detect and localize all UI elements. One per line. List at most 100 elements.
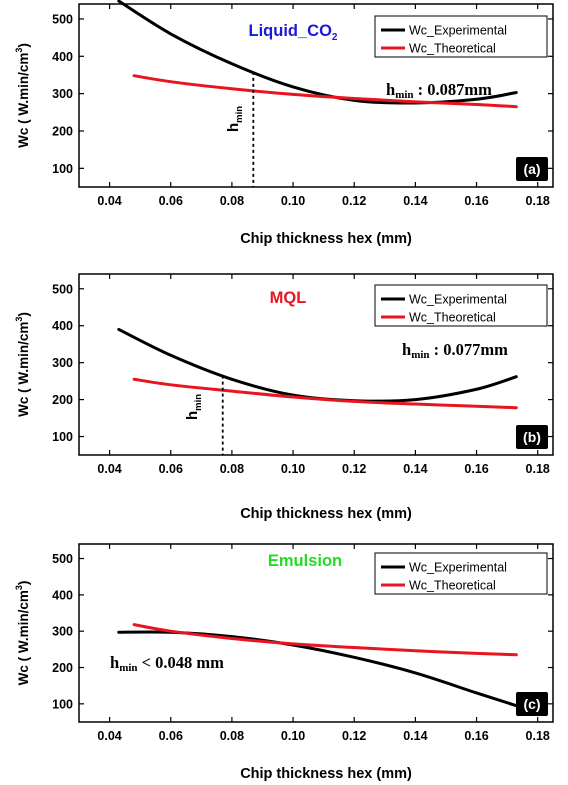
y-tick-label: 400: [52, 319, 73, 333]
y-axis-label-main: Wc ( W.min/cm: [16, 590, 31, 685]
y-axis-label-tail: ): [16, 43, 31, 48]
hmin-marker-h: h: [225, 123, 242, 132]
panel-tag: (a): [523, 161, 540, 177]
y-axis-label-sup: 3: [14, 585, 24, 590]
chart-title: MQL: [270, 289, 307, 307]
legend-entry: Wc_Experimental: [409, 293, 507, 307]
legend-box: [374, 552, 548, 595]
hmin-annotation: hmin : 0.087mm: [386, 80, 492, 101]
y-tick-label: 200: [52, 124, 73, 138]
y-axis-label: Wc ( W.min/cm3): [14, 581, 31, 686]
panel-tag-box: [516, 692, 548, 716]
chart-panel-c: 0.04 0.06 0.08 0.10 0.12 0.14 0.16 0.18 100 200 30…: [14, 543, 554, 782]
panel-tag: (c): [523, 696, 540, 712]
x-tick-label: 0.04: [97, 462, 121, 476]
legend-entry: Wc_Theoretical: [409, 311, 496, 325]
hmin-annotation-value: < 0.048 mm: [138, 653, 225, 672]
x-tick-label: 0.12: [342, 729, 366, 743]
series-line-theoretical: [132, 74, 518, 109]
hmin-annotation-sub: min: [395, 89, 413, 101]
y-tick-label: 500: [52, 12, 73, 26]
y-tick-label: 500: [52, 552, 73, 566]
hmin-marker-sub: min: [234, 106, 245, 123]
x-tick-label: 0.08: [220, 194, 244, 208]
chart-title: Liquid_CO2: [249, 22, 338, 43]
plot-frame: [78, 273, 554, 456]
hmin-annotation-value: : 0.087mm: [414, 80, 493, 99]
x-tick-label: 0.06: [159, 729, 183, 743]
x-tick-label: 0.16: [464, 194, 488, 208]
hmin-marker-sub: min: [193, 394, 204, 411]
x-tick-label: 0.06: [159, 194, 183, 208]
y-tick-label: 200: [52, 393, 73, 407]
y-tick-label: 300: [52, 87, 73, 101]
hmin-annotation-h: h: [402, 340, 411, 359]
x-tick-label: 0.12: [342, 194, 366, 208]
hmin-annotation-sub: min: [411, 349, 429, 361]
hmin-annotation: hmin < 0.048 mm: [110, 653, 224, 674]
y-tick-label: 300: [52, 625, 73, 639]
x-tick-label: 0.14: [403, 729, 427, 743]
y-tick-label: 400: [52, 50, 73, 64]
x-tick-label: 0.04: [97, 729, 121, 743]
panel-tag-box: [516, 157, 548, 181]
y-tick-label: 100: [52, 162, 73, 176]
series-line-experimental: [117, 0, 518, 105]
x-tick-label: 0.12: [342, 462, 366, 476]
chart-title-main: Liquid_CO: [249, 22, 333, 40]
x-tick-label: 0.18: [526, 729, 550, 743]
y-axis-label-main: Wc ( W.min/cm: [16, 322, 31, 417]
y-tick-label: 500: [52, 282, 73, 296]
legend-entry: Wc_Theoretical: [409, 579, 496, 593]
y-axis-label-sup: 3: [14, 48, 24, 53]
hmin-marker-h: h: [184, 411, 201, 420]
x-axis-label: Chip thickness hex (mm): [240, 231, 412, 247]
hmin-annotation-h: h: [110, 653, 119, 672]
hmin-annotation-sub: min: [119, 662, 137, 674]
plot-frame: [78, 543, 554, 723]
panel-tag-box: [516, 425, 548, 449]
chart-panel-a: 0.04 0.06 0.08 0.10 0.12 0.14 0.16 0.18 100 200 30…: [14, 0, 554, 247]
y-axis-label: Wc ( W.min/cm3): [14, 312, 31, 417]
x-tick-label: 0.10: [281, 729, 305, 743]
hmin-marker-label: hmin: [184, 394, 204, 420]
x-axis-label: Chip thickness hex (mm): [240, 506, 412, 522]
y-tick-label: 100: [52, 430, 73, 444]
y-tick-label: 300: [52, 356, 73, 370]
legend-box: [374, 284, 548, 327]
y-tick-label: 400: [52, 588, 73, 602]
x-tick-label: 0.10: [281, 462, 305, 476]
x-tick-label: 0.08: [220, 729, 244, 743]
hmin-annotation-h: h: [386, 80, 395, 99]
series-line-theoretical: [132, 377, 518, 410]
hmin-annotation: hmin : 0.077mm: [402, 340, 508, 361]
x-axis-label: Chip thickness hex (mm): [240, 766, 412, 782]
x-tick-label: 0.18: [526, 462, 550, 476]
hmin-annotation-value: : 0.077mm: [430, 340, 509, 359]
y-axis-label-tail: ): [16, 581, 31, 586]
x-tick-label: 0.16: [464, 729, 488, 743]
y-tick-label: 100: [52, 697, 73, 711]
y-axis-label-main: Wc ( W.min/cm: [16, 53, 31, 148]
y-tick-label: 200: [52, 661, 73, 675]
x-tick-label: 0.18: [526, 194, 550, 208]
y-axis-label-sup: 3: [14, 317, 24, 322]
x-tick-label: 0.14: [403, 194, 427, 208]
series-line-theoretical: [132, 623, 518, 657]
chart-title: Emulsion: [268, 552, 342, 570]
plot-frame: [78, 3, 554, 188]
chart-panel-b: 0.04 0.06 0.08 0.10 0.12 0.14 0.16 0.18 100 200 30…: [14, 273, 554, 522]
chart-title-main: MQL: [270, 289, 307, 307]
legend-entry: Wc_Theoretical: [409, 42, 496, 56]
legend-box: [374, 15, 548, 58]
x-tick-label: 0.06: [159, 462, 183, 476]
panel-tag: (b): [523, 429, 541, 445]
hmin-marker-label: hmin: [225, 106, 245, 132]
x-tick-label: 0.04: [97, 194, 121, 208]
legend-entry: Wc_Experimental: [409, 24, 507, 38]
chart-title-main: Emulsion: [268, 552, 342, 570]
x-tick-label: 0.16: [464, 462, 488, 476]
legend-entry: Wc_Experimental: [409, 561, 507, 575]
x-tick-label: 0.08: [220, 462, 244, 476]
